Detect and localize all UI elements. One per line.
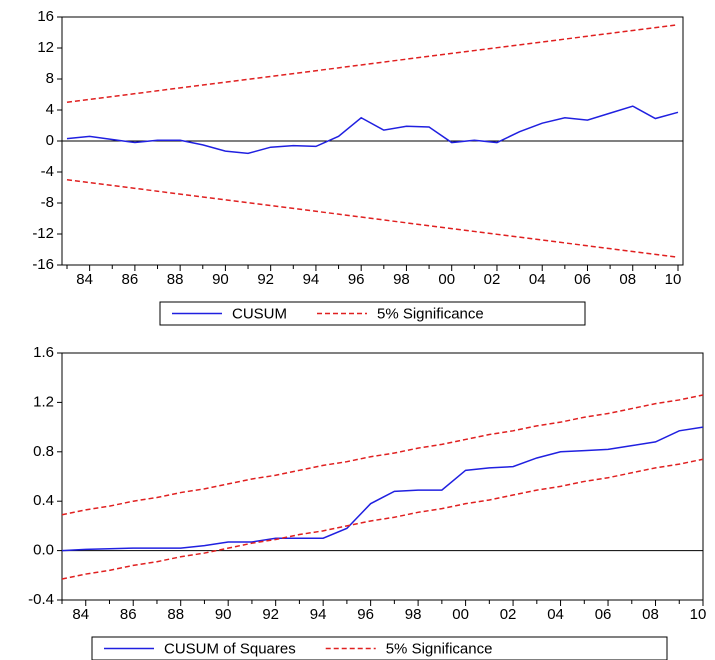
- y-tick-label: 8: [46, 70, 54, 87]
- y-tick-label: -16: [32, 256, 54, 273]
- series-line: [61, 426, 704, 552]
- legend-label: 5% Significance: [386, 640, 493, 657]
- plot-frame: [61, 352, 704, 601]
- x-tick-label: 88: [167, 606, 184, 623]
- series-line: [61, 394, 704, 516]
- legend-label: CUSUM: [232, 305, 287, 322]
- x-tick-label: 98: [405, 606, 422, 623]
- x-tick-label: 96: [357, 606, 374, 623]
- x-tick-label: 02: [484, 271, 501, 288]
- x-tick-label: 94: [310, 606, 327, 623]
- x-tick-label: 98: [393, 271, 410, 288]
- x-tick-label: 90: [215, 606, 232, 623]
- y-tick-label: 1.2: [33, 393, 54, 410]
- y-tick-label: 0.0: [33, 542, 54, 559]
- series-line: [66, 179, 679, 258]
- y-tick-label: 0.8: [33, 443, 54, 460]
- y-tick-label: 4: [46, 101, 54, 118]
- x-tick-label: 84: [76, 271, 93, 288]
- y-tick-label: -8: [41, 194, 54, 211]
- y-tick-label: 16: [37, 8, 54, 25]
- series-line: [61, 458, 704, 580]
- y-tick-label: 12: [37, 39, 54, 56]
- x-tick-label: 08: [642, 606, 659, 623]
- x-tick-label: 06: [595, 606, 612, 623]
- series-line: [66, 105, 679, 155]
- x-tick-label: 94: [303, 271, 320, 288]
- x-tick-label: 84: [72, 606, 89, 623]
- x-tick-label: 00: [452, 606, 469, 623]
- x-tick-label: 96: [348, 271, 365, 288]
- x-tick-label: 90: [212, 271, 229, 288]
- x-tick-label: 08: [619, 271, 636, 288]
- y-tick-label: 1.6: [33, 344, 54, 361]
- x-tick-label: 86: [120, 606, 137, 623]
- x-tick-label: 00: [438, 271, 455, 288]
- x-tick-label: 04: [547, 606, 564, 623]
- y-tick-label: -0.4: [28, 591, 54, 608]
- x-tick-label: 04: [529, 271, 546, 288]
- series-line: [66, 24, 679, 103]
- x-tick-label: 88: [167, 271, 184, 288]
- x-tick-label: 92: [257, 271, 274, 288]
- y-tick-label: -12: [32, 225, 54, 242]
- x-tick-label: 06: [574, 271, 591, 288]
- legend-label: 5% Significance: [377, 305, 484, 322]
- y-tick-label: 0.4: [33, 492, 54, 509]
- y-tick-label: -4: [41, 163, 54, 180]
- y-tick-label: 0: [46, 132, 54, 149]
- legend-box: [91, 636, 668, 660]
- legend-box: [159, 301, 586, 326]
- x-tick-label: 86: [122, 271, 139, 288]
- x-tick-label: 02: [500, 606, 517, 623]
- x-tick-label: 92: [262, 606, 279, 623]
- x-tick-label: 10: [690, 606, 707, 623]
- x-tick-label: 10: [665, 271, 682, 288]
- legend-label: CUSUM of Squares: [164, 640, 296, 657]
